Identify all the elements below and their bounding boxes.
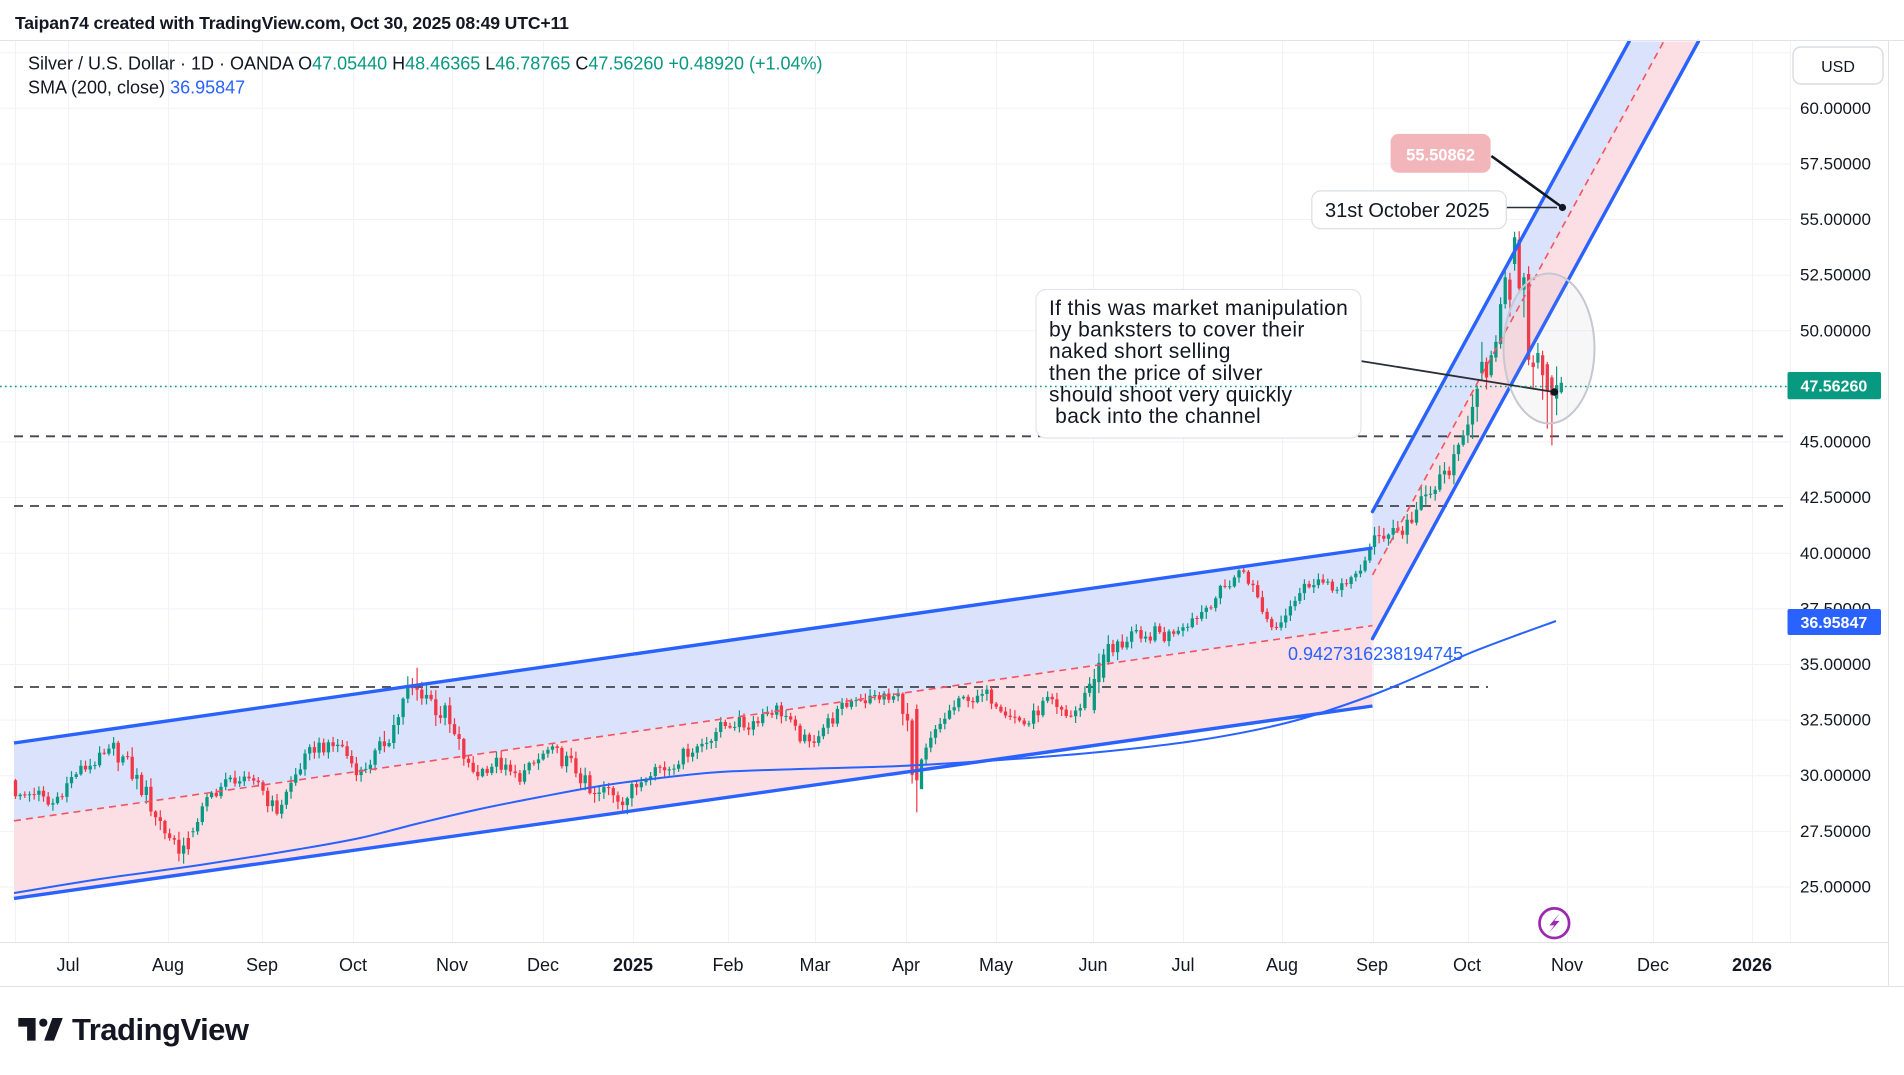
svg-text:45.00000: 45.00000 <box>1800 433 1871 452</box>
svg-text:52.50000: 52.50000 <box>1800 266 1871 285</box>
svg-text:Jun: Jun <box>1078 955 1107 975</box>
svg-text:Dec: Dec <box>527 955 559 975</box>
svg-text:Nov: Nov <box>1551 955 1583 975</box>
svg-text:USD: USD <box>1821 59 1855 76</box>
svg-text:Sep: Sep <box>246 955 278 975</box>
svg-text:Jul: Jul <box>56 955 79 975</box>
svg-text:should shoot very quickly: should shoot very quickly <box>1049 383 1293 406</box>
svg-text:55.00000: 55.00000 <box>1800 210 1871 229</box>
svg-text:55.50862: 55.50862 <box>1406 147 1475 165</box>
svg-text:Taipan74 created with TradingV: Taipan74 created with TradingView.com, O… <box>15 13 569 33</box>
svg-text:42.50000: 42.50000 <box>1800 488 1871 507</box>
svg-text:Aug: Aug <box>1266 955 1298 975</box>
svg-text:27.50000: 27.50000 <box>1800 822 1871 841</box>
svg-text:2025: 2025 <box>613 955 653 975</box>
svg-text:Dec: Dec <box>1637 955 1669 975</box>
svg-text:0.9427316238194745: 0.9427316238194745 <box>1288 644 1463 664</box>
svg-text:Aug: Aug <box>152 955 184 975</box>
svg-text:Jul: Jul <box>1171 955 1194 975</box>
svg-text:Feb: Feb <box>712 955 743 975</box>
svg-text:50.00000: 50.00000 <box>1800 321 1871 340</box>
svg-text:40.00000: 40.00000 <box>1800 544 1871 563</box>
svg-text:naked short selling: naked short selling <box>1049 340 1231 363</box>
svg-text:47.56260: 47.56260 <box>1801 379 1868 396</box>
svg-text:32.50000: 32.50000 <box>1800 711 1871 730</box>
svg-text:25.00000: 25.00000 <box>1800 878 1871 897</box>
svg-text:Sep: Sep <box>1356 955 1388 975</box>
svg-text:31st October 2025: 31st October 2025 <box>1325 200 1490 222</box>
svg-text:Mar: Mar <box>800 955 831 975</box>
svg-text:TradingView: TradingView <box>72 1012 250 1047</box>
svg-text:back into the channel: back into the channel <box>1049 405 1261 428</box>
svg-text:35.00000: 35.00000 <box>1800 655 1871 674</box>
svg-text:If this was market manipulatio: If this was market manipulation <box>1049 297 1348 320</box>
svg-text:by banksters to cover their: by banksters to cover their <box>1049 319 1305 342</box>
svg-text:Nov: Nov <box>436 955 468 975</box>
svg-text:then the price of silver: then the price of silver <box>1049 362 1263 385</box>
svg-text:60.00000: 60.00000 <box>1800 99 1871 118</box>
svg-text:Oct: Oct <box>339 955 367 975</box>
svg-text:Silver / U.S. Dollar · 1D · OA: Silver / U.S. Dollar · 1D · OANDA O47.05… <box>28 54 823 74</box>
svg-text:57.50000: 57.50000 <box>1800 154 1871 173</box>
svg-text:Oct: Oct <box>1453 955 1481 975</box>
svg-text:Apr: Apr <box>892 955 920 975</box>
svg-text:May: May <box>979 955 1013 975</box>
svg-text:30.00000: 30.00000 <box>1800 766 1871 785</box>
svg-text:2026: 2026 <box>1732 955 1772 975</box>
svg-text:36.95847: 36.95847 <box>1801 615 1868 632</box>
svg-text:SMA (200, close) 36.95847: SMA (200, close) 36.95847 <box>28 78 245 98</box>
